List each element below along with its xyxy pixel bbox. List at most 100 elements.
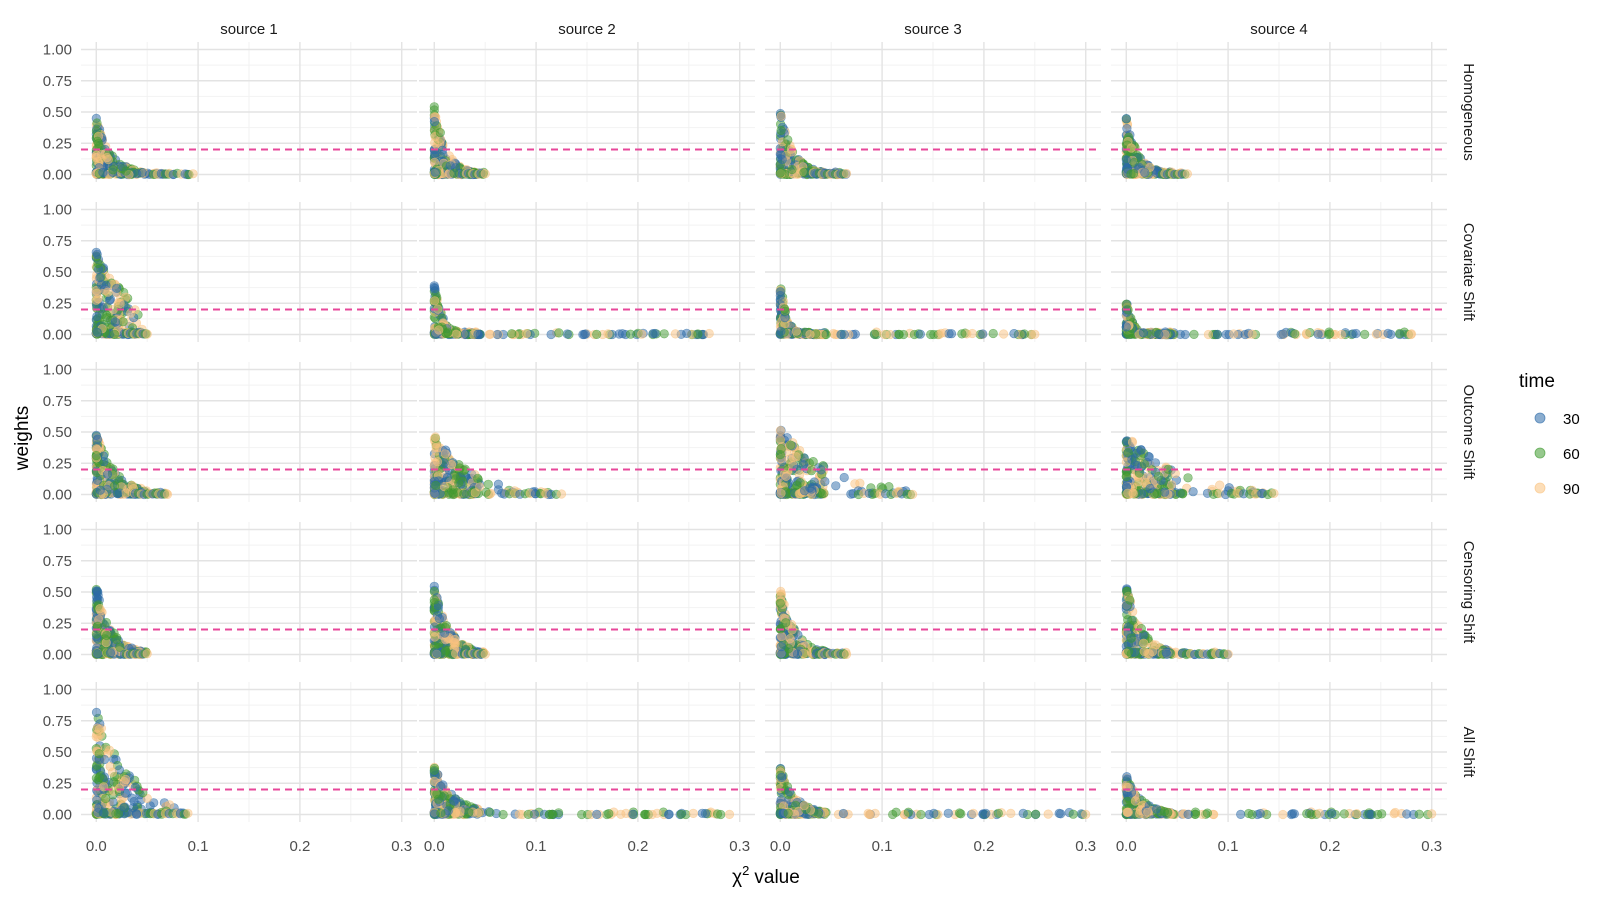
data-point: [111, 809, 121, 819]
panel-homogeneous-source-4: [1111, 42, 1447, 182]
data-point: [1122, 586, 1132, 597]
data-point: [1301, 329, 1311, 339]
data-point: [879, 329, 890, 340]
data-point: [998, 329, 1009, 339]
data-point: [183, 808, 193, 818]
panel-homogeneous-source-3: [765, 42, 1101, 182]
data-point: [92, 118, 102, 128]
data-point: [493, 479, 504, 489]
data-point: [92, 723, 102, 733]
tail-points: [130, 488, 173, 500]
panel-all-shift-source-2: [419, 682, 755, 822]
tail-points: [119, 328, 152, 339]
data-point: [1182, 169, 1192, 179]
data-point: [1159, 487, 1170, 497]
data-point: [103, 154, 113, 165]
data-point: [444, 488, 454, 498]
tail-points: [119, 648, 152, 660]
data-point: [625, 329, 636, 339]
data-point: [1278, 329, 1288, 339]
data-point: [1290, 329, 1300, 339]
data-point: [455, 463, 465, 473]
data-point: [1128, 615, 1138, 625]
data-point: [1269, 488, 1279, 499]
data-point: [546, 329, 556, 340]
panel-outcome-shift-source-4: [1111, 362, 1447, 502]
data-point: [95, 485, 105, 495]
tail-points: [848, 488, 918, 500]
data-point: [443, 327, 453, 337]
data-point: [109, 329, 120, 339]
panel-covariate-shift-source-4: [1111, 202, 1447, 342]
data-point: [580, 329, 591, 339]
data-point: [1124, 646, 1134, 656]
data-point: [435, 128, 445, 138]
points: [91, 113, 193, 180]
data-point: [1212, 329, 1223, 340]
panel-all-shift-source-1: [81, 682, 417, 822]
data-point: [1371, 329, 1381, 339]
data-point: [894, 329, 904, 340]
data-point: [1153, 471, 1164, 482]
points: [429, 581, 489, 660]
panel-outcome-shift-source-3: [765, 362, 1101, 502]
points: [91, 247, 151, 340]
tail-points: [1177, 648, 1233, 660]
data-point: [775, 290, 785, 301]
data-point: [430, 432, 441, 442]
data-point: [1360, 329, 1370, 340]
data-point: [430, 488, 440, 498]
data-point: [431, 480, 441, 491]
data-point: [92, 249, 102, 259]
points: [429, 102, 489, 180]
data-point: [603, 329, 613, 339]
data-point: [121, 166, 131, 176]
data-point: [792, 649, 803, 659]
data-point: [775, 168, 785, 178]
tail-points: [1155, 168, 1192, 179]
data-point: [799, 167, 809, 177]
data-point: [798, 460, 809, 470]
data-point: [957, 329, 967, 339]
data-point: [805, 329, 815, 340]
data-point: [93, 138, 104, 148]
data-point: [461, 329, 471, 339]
data-point: [102, 469, 113, 479]
data-point: [432, 457, 443, 467]
data-point: [1383, 328, 1393, 339]
data-point: [162, 489, 173, 500]
data-point: [1215, 480, 1225, 490]
data-point: [670, 329, 681, 339]
points: [91, 584, 151, 660]
data-point: [470, 488, 480, 498]
data-point: [91, 629, 101, 639]
data-point: [429, 116, 440, 127]
panels-layer: [81, 42, 1447, 822]
data-point: [1348, 329, 1358, 339]
data-point: [93, 649, 103, 659]
data-point: [485, 329, 496, 339]
data-point: [91, 150, 101, 160]
data-point: [786, 440, 796, 450]
data-point: [101, 630, 112, 641]
data-point: [1203, 329, 1213, 340]
data-point: [100, 793, 111, 804]
data-point: [907, 489, 918, 500]
data-point: [91, 450, 101, 461]
data-point: [132, 169, 142, 179]
data-point: [132, 809, 142, 820]
data-point: [1128, 488, 1138, 499]
panel-homogeneous-source-1: [81, 42, 417, 182]
data-point: [776, 444, 786, 454]
data-point: [776, 631, 787, 642]
data-point: [637, 329, 647, 339]
data-point: [556, 489, 567, 499]
tail-points: [499, 488, 567, 500]
data-point: [648, 329, 658, 339]
data-point: [103, 287, 113, 297]
data-point: [808, 457, 818, 467]
data-point: [806, 466, 817, 476]
data-point: [1127, 454, 1137, 465]
data-point: [946, 329, 957, 339]
data-point: [1145, 484, 1155, 494]
